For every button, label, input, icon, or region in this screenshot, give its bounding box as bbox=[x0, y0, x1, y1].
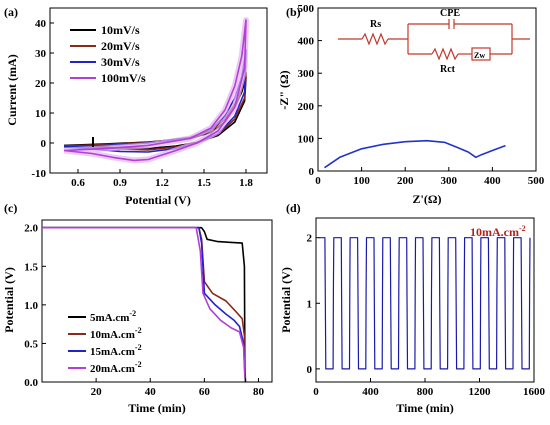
series-halo bbox=[63, 17, 249, 164]
legend-a-label-4: 100mV/s bbox=[101, 71, 146, 85]
y-tick-label: 2 bbox=[307, 233, 313, 245]
x-tick-label: 1.8 bbox=[239, 177, 253, 189]
panel-c-ticks: 20 40 60 80 0.0 0.5 1.0 1.5 2.0 bbox=[24, 223, 264, 398]
panel-b-frame bbox=[317, 7, 537, 172]
x-tick-label: 500 bbox=[528, 175, 545, 187]
panel-a-ticks: 0.6 0.9 1.2 1.5 1.8 -10 0 10 20 30 40 bbox=[31, 18, 253, 189]
x-tick-label: 0.9 bbox=[113, 177, 127, 189]
panel-d: (d) 0 400 800 1200 1600 0 1 2 Time (min) Potent… bbox=[279, 201, 546, 415]
y-tick-label: 1.5 bbox=[24, 261, 38, 273]
panel-c-letter: (c) bbox=[4, 201, 17, 215]
series-line bbox=[42, 226, 246, 375]
resistor-rs bbox=[361, 32, 389, 46]
panel-a-series bbox=[63, 17, 249, 164]
series-line bbox=[42, 226, 247, 383]
legend-c-label-2: 10mA.cm-2 bbox=[90, 326, 142, 341]
y-tick-label: 0.0 bbox=[24, 377, 38, 389]
x-tick-label: 0.6 bbox=[71, 177, 85, 189]
y-tick-label: 300 bbox=[298, 68, 315, 80]
circuit-label-zw: Zw bbox=[474, 51, 485, 60]
x-tick-label: 1.5 bbox=[197, 177, 211, 189]
series-line bbox=[63, 49, 247, 153]
x-tick-label: 100 bbox=[353, 175, 370, 187]
series-line bbox=[63, 19, 247, 162]
legend-a-label-1: 10mV/s bbox=[101, 23, 140, 37]
circuit-label-rs: Rs bbox=[370, 19, 381, 30]
y-tick-label: 20 bbox=[35, 78, 47, 90]
x-tick-label: 1600 bbox=[523, 386, 546, 398]
panel-b-letter: (b) bbox=[286, 5, 301, 19]
y-tick-label: 2.0 bbox=[24, 223, 38, 235]
panel-c-legend: 5mA.cm-2 10mA.cm-2 15mA.cm-2 20mA.cm-2 bbox=[68, 309, 142, 375]
panel-d-annotation: 10mA.cm-2 bbox=[470, 224, 526, 239]
equivalent-circuit bbox=[338, 19, 530, 61]
panel-d-ticks: 0 400 800 1200 1600 0 1 2 bbox=[307, 233, 546, 398]
series-line bbox=[318, 237, 531, 370]
y-tick-label: 1.0 bbox=[24, 300, 38, 312]
y-tick-label: 500 bbox=[298, 3, 315, 15]
panel-d-letter: (d) bbox=[286, 201, 301, 215]
y-tick-label: 100 bbox=[298, 133, 315, 145]
panel-c-xlabel: Time (min) bbox=[128, 401, 185, 415]
x-tick-label: 60 bbox=[199, 386, 211, 398]
x-tick-label: 200 bbox=[397, 175, 414, 187]
x-tick-label: 80 bbox=[253, 386, 265, 398]
y-tick-label: 0 bbox=[309, 166, 315, 178]
y-tick-label: -10 bbox=[31, 168, 46, 180]
x-tick-label: 0 bbox=[315, 175, 321, 187]
panel-d-frame bbox=[315, 217, 535, 383]
panel-a-ylabel: Current (mA) bbox=[5, 54, 19, 125]
x-tick-label: 1200 bbox=[469, 386, 492, 398]
legend-c-label-4: 20mA.cm-2 bbox=[90, 360, 142, 375]
legend-a-label-2: 20mV/s bbox=[101, 39, 140, 53]
y-tick-label: 1 bbox=[307, 298, 313, 310]
resistor-rct bbox=[431, 47, 459, 61]
panel-b-ylabel: -Z" (Ω) bbox=[277, 70, 291, 109]
series-line bbox=[42, 226, 246, 379]
panel-b-series bbox=[324, 139, 506, 169]
panel-c-frame bbox=[41, 219, 273, 383]
x-tick-label: 0 bbox=[313, 386, 319, 398]
series-line bbox=[63, 76, 247, 150]
x-tick-label: 40 bbox=[145, 386, 157, 398]
panel-a-xlabel: Potential (V) bbox=[125, 193, 191, 207]
x-tick-label: 1.2 bbox=[155, 177, 169, 189]
legend-c-label-3: 15mA.cm-2 bbox=[90, 343, 142, 358]
circuit-label-rct: Rct bbox=[440, 64, 456, 75]
y-tick-label: 0 bbox=[307, 364, 313, 376]
panel-c-ylabel: Potential (V) bbox=[2, 267, 16, 333]
x-tick-label: 400 bbox=[362, 386, 379, 398]
panel-d-series bbox=[318, 237, 531, 370]
y-tick-label: 0 bbox=[41, 138, 47, 150]
y-tick-label: 200 bbox=[298, 101, 315, 113]
panel-a-frame bbox=[49, 7, 268, 174]
panel-c: (c) 20 40 60 80 0.0 0.5 1.0 1.5 2.0 Time (min) P… bbox=[2, 201, 273, 415]
x-tick-label: 300 bbox=[441, 175, 458, 187]
panel-d-xlabel: Time (min) bbox=[396, 401, 453, 415]
x-tick-label: 400 bbox=[484, 175, 501, 187]
panel-a-letter: (a) bbox=[4, 5, 18, 19]
series-line bbox=[324, 139, 506, 169]
series-line bbox=[63, 71, 247, 151]
y-tick-label: 0.5 bbox=[24, 338, 38, 350]
y-tick-label: 10 bbox=[35, 108, 47, 120]
legend-a-label-3: 30mV/s bbox=[101, 55, 140, 69]
x-tick-label: 20 bbox=[91, 386, 103, 398]
panel-b-xlabel: Z'(Ω) bbox=[413, 192, 442, 206]
y-tick-label: 400 bbox=[298, 36, 315, 48]
panel-b: (b) 0 100 200 300 400 500 0 100 200 300 400 500 Z'(… bbox=[277, 3, 545, 206]
x-tick-label: 800 bbox=[417, 386, 434, 398]
panel-b-ticks: 0 100 200 300 400 500 0 100 200 300 400 500 bbox=[298, 3, 545, 187]
panel-d-ylabel: Potential (V) bbox=[279, 267, 293, 333]
panel-c-series bbox=[42, 226, 247, 383]
circuit-label-cpe: CPE bbox=[440, 8, 460, 19]
y-tick-label: 30 bbox=[35, 48, 47, 60]
legend-c-label-1: 5mA.cm-2 bbox=[90, 309, 136, 324]
panel-a: (a) 0.6 0.9 1.2 1.5 1.8 -10 0 10 20 30 40 Potentia… bbox=[4, 5, 268, 207]
panel-a-legend: 10mV/s 20mV/s 30mV/s 100mV/s bbox=[70, 23, 146, 85]
y-tick-label: 40 bbox=[35, 18, 47, 30]
series-line bbox=[42, 226, 246, 375]
